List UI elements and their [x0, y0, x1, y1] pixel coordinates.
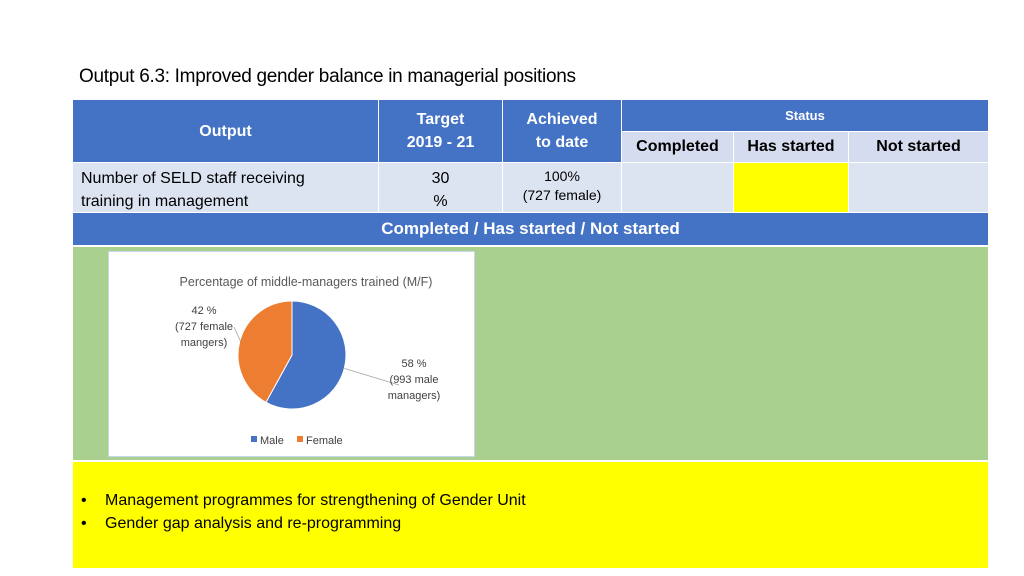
chart-title: Percentage of middle-managers trained (M…: [180, 275, 433, 289]
row-target-line1: 30: [431, 170, 450, 187]
page-title: Output 6.3: Improved gender balance in m…: [79, 66, 576, 87]
header-achieved: Achieved to date: [503, 100, 621, 162]
header-output: Output: [73, 100, 378, 162]
row-target-line2: %: [433, 193, 448, 210]
row-output-line2: training in management: [81, 193, 249, 210]
chart-legend: Male Female: [251, 435, 343, 447]
bullet-list: • Management programmes for strengthening…: [81, 489, 526, 535]
row-output: Number of SELD staff receiving training …: [73, 163, 378, 212]
pie-chart: Percentage of middle-managers trained (M…: [108, 251, 475, 457]
legend-label-female: Female: [306, 435, 343, 447]
data-labels: 58 % (993 male managers) 42 % (727 female man…: [175, 305, 440, 402]
row-output-line1: Number of SELD staff receiving: [81, 170, 305, 187]
bullet-item: • Gender gap analysis and re-programming: [81, 512, 526, 535]
bullet-dot-icon: •: [81, 515, 87, 532]
legend-label-male: Male: [260, 435, 284, 447]
leader-line-female: [233, 326, 242, 343]
row-target: 30 %: [379, 163, 502, 212]
bullet-text: Gender gap analysis and re-programming: [105, 515, 402, 532]
bullet-text: Management programmes for strengthening …: [105, 492, 526, 509]
header-not-started: Not started: [849, 132, 988, 162]
status-band: Completed / Has started / Not started: [73, 213, 988, 245]
header-completed: Completed: [622, 132, 733, 162]
pie-chart-svg: Percentage of middle-managers trained (M…: [175, 275, 440, 447]
header-status: Status: [622, 100, 988, 131]
row-status-has-started: [734, 163, 848, 212]
label-leader-lines: [233, 326, 400, 386]
legend-swatch-male: [251, 436, 257, 442]
header-achieved-line1: Achieved: [526, 111, 598, 128]
bullet-dot-icon: •: [81, 492, 87, 509]
header-target-line2: 2019 - 21: [406, 134, 475, 151]
row-achieved-line2: (727 female): [522, 187, 602, 203]
legend-swatch-female: [297, 436, 303, 442]
leader-line-male: [344, 368, 400, 386]
row-status-completed: [622, 163, 733, 212]
header-target-line1: Target: [416, 111, 465, 128]
pie-slices: [237, 300, 347, 410]
bullet-panel: [73, 462, 988, 568]
header-achieved-line2: to date: [535, 134, 589, 151]
header-has-started: Has started: [734, 132, 848, 162]
pie-slice-female: [237, 300, 293, 404]
header-target: Target 2019 - 21: [379, 100, 502, 162]
pie-slice-male: [265, 300, 347, 410]
data-label-male: 58 % (993 male managers): [388, 358, 441, 402]
row-achieved-line1: 100%: [544, 168, 580, 184]
data-label-female: 42 % (727 female mangers): [175, 305, 233, 349]
row-status-not-started: [849, 163, 988, 212]
bullet-item: • Management programmes for strengthening…: [81, 489, 526, 512]
row-achieved: 100% (727 female): [503, 163, 621, 212]
